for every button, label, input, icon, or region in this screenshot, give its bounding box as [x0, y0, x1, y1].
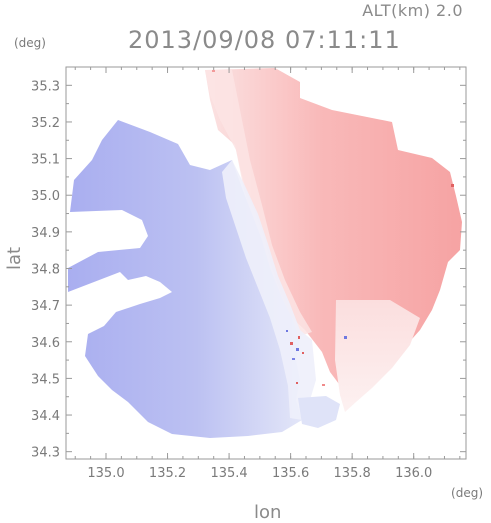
receding-transition [205, 70, 312, 336]
noise-pixels [212, 70, 454, 386]
lon-unit-label: (deg) [451, 486, 483, 500]
y-tick-label: 34.5 [31, 372, 60, 387]
x-tick-label: 136.0 [395, 466, 432, 481]
timestamp-title: 2013/09/08 07:11:11 [128, 26, 401, 54]
receding-tail [335, 300, 420, 412]
plot-frame [65, 66, 467, 460]
y-tick-label: 34.4 [31, 409, 60, 424]
near-zero-band [222, 160, 316, 420]
y-tick-label: 34.9 [31, 226, 60, 241]
x-axis-ticks: 135.0 135.2 135.4 135.6 135.8 136.0 [74, 67, 461, 481]
y-tick-label: 34.7 [31, 299, 60, 314]
y-tick-label: 35.2 [31, 116, 60, 131]
x-tick-label: 135.2 [149, 466, 186, 481]
lat-unit-label: (deg) [14, 36, 46, 50]
y-axis-ticks: 34.3 34.4 34.5 34.6 34.7 34.8 34.9 35.0 35.1 35.2… [31, 66, 466, 461]
approaching-islands [298, 396, 340, 428]
y-tick-label: 35.1 [31, 153, 60, 168]
velocity-field [68, 68, 462, 438]
y-tick-label: 34.8 [31, 262, 60, 277]
y-tick-label: 34.6 [31, 336, 60, 351]
altitude-label: ALT(km) 2.0 [362, 1, 463, 20]
x-axis-label: lon [254, 502, 282, 523]
y-tick-label: 35.3 [31, 79, 60, 94]
x-tick-label: 135.0 [87, 466, 124, 481]
x-tick-label: 135.4 [210, 466, 247, 481]
x-tick-label: 135.6 [272, 466, 309, 481]
y-tick-label: 35.0 [31, 189, 60, 204]
x-tick-label: 135.8 [334, 466, 371, 481]
y-tick-label: 34.3 [31, 446, 60, 461]
